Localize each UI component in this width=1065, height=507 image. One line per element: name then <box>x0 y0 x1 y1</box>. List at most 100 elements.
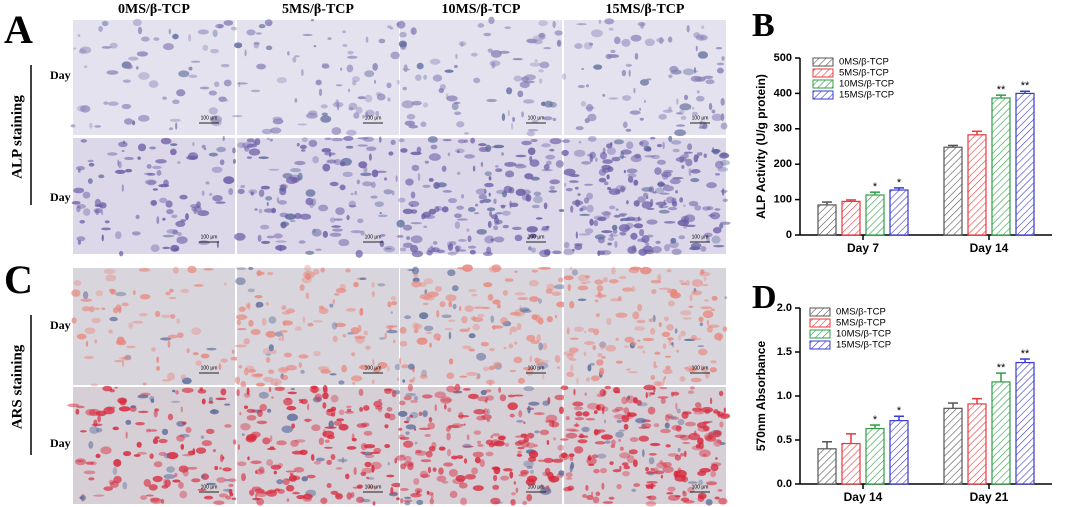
stain-blob <box>488 16 495 25</box>
stain-blob <box>485 379 495 385</box>
stain-blob <box>324 446 333 449</box>
stain-blob <box>639 79 650 86</box>
stain-blob <box>180 288 190 294</box>
stain-blob <box>410 191 416 199</box>
stain-blob <box>422 410 428 418</box>
significance-label: ** <box>997 362 1006 374</box>
stain-blob <box>637 238 646 243</box>
row-label: Day 7 <box>50 68 80 82</box>
stain-blob <box>243 405 249 409</box>
stain-blob <box>691 107 695 110</box>
stain-blob <box>277 200 287 205</box>
stain-blob <box>473 409 486 415</box>
stain-blob <box>300 69 304 77</box>
stain-blob <box>446 241 453 248</box>
stain-blob <box>322 430 335 438</box>
stain-blob <box>700 269 705 275</box>
stain-blob <box>143 172 153 176</box>
stain-blob <box>501 210 511 216</box>
stain-blob <box>274 381 279 387</box>
stain-blob <box>679 197 684 203</box>
stain-blob <box>645 485 653 489</box>
stain-blob <box>263 376 274 382</box>
stain-blob <box>298 354 309 359</box>
stain-blob <box>416 492 419 496</box>
stain-blob <box>706 319 710 326</box>
stain-blob <box>414 488 423 494</box>
stain-blob <box>355 106 363 114</box>
stain-blob <box>591 454 599 459</box>
stain-blob <box>114 386 119 389</box>
stain-blob <box>463 423 466 426</box>
stain-blob <box>516 419 524 423</box>
stain-blob <box>178 70 190 78</box>
stain-blob <box>654 167 662 175</box>
stain-blob <box>234 376 241 384</box>
stain-blob <box>580 281 588 285</box>
stain-blob <box>108 329 113 334</box>
stain-blob <box>677 219 689 227</box>
stain-blob <box>558 209 565 212</box>
stain-blob <box>675 425 682 432</box>
stain-blob <box>627 395 631 400</box>
stain-blob <box>590 375 600 382</box>
stain-blob <box>529 355 532 363</box>
error-bar <box>1020 358 1030 363</box>
stain-blob <box>491 61 496 69</box>
stain-blob <box>329 217 336 223</box>
stain-blob <box>625 128 632 132</box>
stain-blob <box>141 36 150 42</box>
stain-blob <box>619 446 624 451</box>
stain-blob <box>314 393 323 402</box>
stain-blob <box>318 204 329 212</box>
stain-blob <box>269 446 275 449</box>
stain-blob <box>83 65 88 69</box>
stain-blob <box>659 386 668 390</box>
stain-blob <box>688 432 701 441</box>
stain-blob <box>138 312 148 317</box>
stain-blob <box>169 288 174 293</box>
stain-blob <box>398 434 406 440</box>
y-tick-label: 0.5 <box>777 434 792 446</box>
stain-blob <box>346 64 354 73</box>
stain-blob <box>447 269 456 277</box>
y-tick-label: 2.0 <box>777 302 792 314</box>
stain-blob <box>103 486 113 491</box>
stain-blob <box>98 174 105 179</box>
stain-blob <box>551 291 562 296</box>
column-header: 5MS/β-TCP <box>282 2 354 17</box>
micrograph: 100 μm <box>561 135 731 257</box>
stain-blob <box>633 223 644 229</box>
stain-blob <box>160 337 172 341</box>
stain-blob <box>467 245 477 249</box>
stain-blob <box>350 192 354 196</box>
stain-blob <box>542 374 545 380</box>
micrograph: 100 μm <box>70 18 238 135</box>
stain-blob <box>311 228 322 237</box>
stain-blob <box>573 149 586 157</box>
stain-blob <box>526 38 538 44</box>
stain-blob <box>615 312 628 318</box>
stain-blob <box>98 26 103 32</box>
stain-blob <box>645 471 654 475</box>
stain-blob <box>301 137 308 143</box>
stain-blob <box>235 277 246 285</box>
stain-blob <box>510 498 516 506</box>
stain-blob <box>597 250 606 256</box>
stain-blob <box>573 423 580 427</box>
stain-blob <box>526 432 535 439</box>
stain-blob <box>600 342 605 350</box>
stain-blob <box>569 364 574 372</box>
stain-blob <box>334 322 346 328</box>
stain-blob <box>493 198 497 205</box>
stain-blob <box>712 430 722 438</box>
stain-blob <box>300 149 306 152</box>
stain-blob <box>677 447 681 453</box>
stain-blob <box>493 361 502 368</box>
stain-blob <box>661 173 669 180</box>
stain-blob <box>665 444 671 448</box>
stain-blob <box>356 423 367 428</box>
stain-blob <box>682 68 695 76</box>
stain-blob <box>644 38 655 47</box>
stain-blob <box>410 244 419 253</box>
